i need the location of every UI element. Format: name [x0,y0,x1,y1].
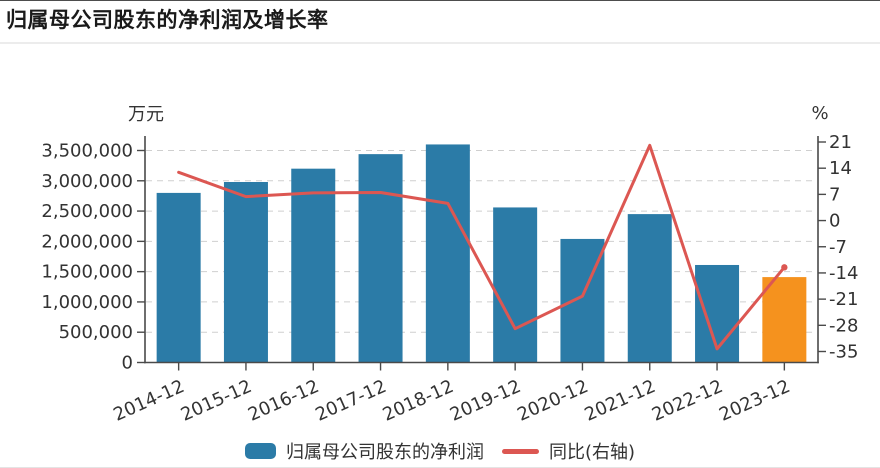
x-axis-label-2017-12: 2017-12 [312,376,389,426]
x-axis-label-2022-12: 2022-12 [649,376,726,426]
x-axis-label-2018-12: 2018-12 [380,376,457,426]
bar-2023-12[interactable] [762,277,807,363]
left-axis-tick-label: 1,500,000 [41,262,133,283]
left-axis-tick-label: 3,000,000 [41,171,133,192]
right-axis-tick-label: 0 [829,211,840,232]
right-axis-tick-label: -21 [829,289,858,310]
legend-label-yoy: 同比(右轴) [548,442,636,463]
x-axis-label-2023-12: 2023-12 [716,376,793,426]
right-axis-tick-label: 7 [829,184,840,205]
x-axis-label-2016-12: 2016-12 [245,376,322,426]
x-axis-label-2015-12: 2015-12 [178,376,255,426]
right-axis-tick-label: -14 [829,263,858,284]
bar-2016-12[interactable] [291,168,336,363]
legend-item-yoy[interactable]: 同比(右轴) [501,438,636,464]
left-axis-title: 万元 [128,104,164,125]
right-axis-tick-label: -7 [829,237,847,258]
legend-item-net-profit[interactable]: 归属母公司股东的净利润 [244,438,484,464]
title-divider [0,42,880,44]
right-axis-tick-label: -35 [829,342,858,363]
bar-2014-12[interactable] [156,192,201,363]
chart-legend: 归属母公司股东的净利润 同比(右轴) [0,438,880,464]
left-axis-tick-label: 3,500,000 [41,141,133,162]
bar-2021-12[interactable] [627,214,672,363]
bar-2017-12[interactable] [358,154,403,363]
line-series-swatch-icon [501,448,539,454]
left-axis-tick-label: 0 [122,353,133,374]
bar-2020-12[interactable] [560,238,605,363]
bar-2019-12[interactable] [493,207,538,363]
bar-2018-12[interactable] [425,144,470,363]
yoy-line-end-dot [781,264,788,271]
bar-series-swatch-icon [244,443,276,459]
x-axis-label-2019-12: 2019-12 [447,376,524,426]
x-axis-label-2014-12: 2014-12 [110,376,187,426]
right-axis-tick-label: 21 [829,132,852,153]
bar-2015-12[interactable] [223,181,268,363]
left-axis-tick-label: 1,000,000 [41,292,133,313]
right-axis-tick-label: -28 [829,315,858,336]
left-axis-tick-label: 500,000 [59,322,133,343]
left-axis-tick-label: 2,500,000 [41,201,133,222]
page-title: 归属母公司股东的净利润及增长率 [6,8,329,32]
x-axis-label-2021-12: 2021-12 [582,376,659,426]
legend-label-net-profit: 归属母公司股东的净利润 [285,442,484,463]
right-axis-title: % [811,103,828,124]
left-axis-tick-label: 2,000,000 [41,231,133,252]
net-profit-growth-chart[interactable]: 0 500,000 1,000,000 1,500,000 2,000,000 2,500… [0,44,880,430]
yoy-line[interactable] [177,143,786,351]
x-axis-label-2020-12: 2020-12 [514,376,591,426]
right-axis-tick-label: 14 [829,158,852,179]
